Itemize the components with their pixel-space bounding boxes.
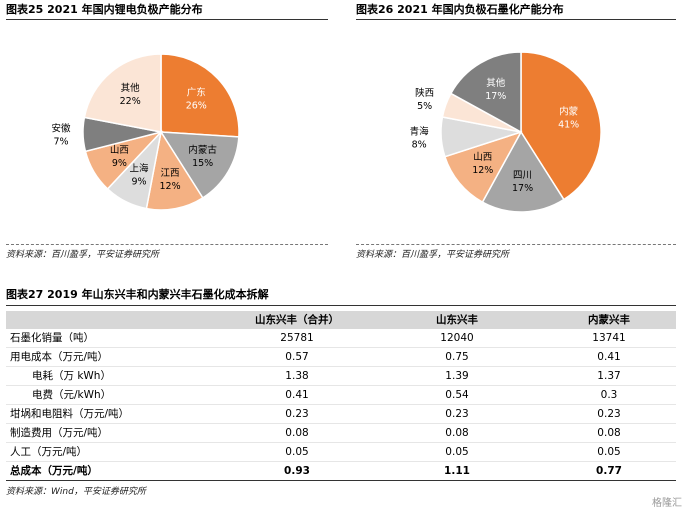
row-label: 石墨化销量（吨） bbox=[10, 332, 94, 344]
table-row: 制造费用（万元/吨） 0.08 0.08 0.08 bbox=[6, 424, 676, 443]
table-cell: 0.57 bbox=[285, 351, 309, 363]
right-pie-slice-5 bbox=[449, 51, 522, 134]
chart-right-source-rule bbox=[356, 244, 676, 245]
table-cell: 0.23 bbox=[597, 408, 621, 420]
table-cell: 0.77 bbox=[596, 465, 622, 477]
left-pie-slice-5-value: 7% bbox=[54, 136, 69, 147]
table-row: 人工（万元/吨） 0.05 0.05 0.05 bbox=[6, 443, 676, 462]
right-pie-slice-2-label: 山西 bbox=[473, 152, 492, 163]
table-title: 图表27 2019 年山东兴丰和内蒙兴丰石墨化成本拆解 bbox=[6, 288, 269, 301]
table-row-total: 总成本（万元/吨） 0.93 1.11 0.77 bbox=[6, 462, 676, 481]
watermark: 格隆汇 bbox=[652, 498, 682, 509]
chart-left-title-rule bbox=[6, 19, 328, 20]
table-cell: 0.08 bbox=[445, 427, 469, 439]
table-cell: 0.08 bbox=[597, 427, 621, 439]
table-header-cell: 内蒙兴丰 bbox=[588, 314, 630, 326]
chart-left-title: 图表25 2021 年国内锂电负极产能分布 bbox=[6, 3, 203, 16]
table-cell: 0.05 bbox=[445, 446, 469, 458]
chart-left-source: 资料来源：百川盈孚，平安证券研究所 bbox=[6, 250, 160, 260]
left-pie-slice-0-value: 26% bbox=[186, 100, 207, 111]
right-pie-slice-1-value: 17% bbox=[512, 183, 533, 194]
right-pie-slice-4-value: 5% bbox=[417, 101, 432, 112]
table-header-cell: 山东兴丰（合并） bbox=[255, 314, 339, 326]
left-pie-slice-6-value: 22% bbox=[120, 96, 141, 107]
left-pie-slice-3-label: 上海 bbox=[130, 163, 150, 175]
row-label: 电费（元/kWh） bbox=[32, 389, 112, 401]
table-title-rule bbox=[6, 305, 676, 306]
table-row: 电耗（万 kWh） 1.38 1.39 1.37 bbox=[6, 367, 676, 386]
chart-right-title: 图表26 2021 年国内负极石墨化产能分布 bbox=[356, 3, 564, 16]
left-pie-slice-1-label: 内蒙古 bbox=[188, 144, 217, 156]
left-pie-slice-1-value: 15% bbox=[192, 158, 213, 169]
row-label: 制造费用（万元/吨） bbox=[10, 427, 109, 439]
right-pie-slice-3-value: 8% bbox=[412, 140, 427, 151]
left-pie-slice-4-label: 山西 bbox=[110, 145, 129, 156]
table-row: 电费（元/kWh） 0.41 0.54 0.3 bbox=[6, 386, 676, 405]
right-pie-slice-1-label: 四川 bbox=[513, 170, 532, 181]
left-pie-slice-6 bbox=[83, 53, 162, 133]
table-cell: 1.39 bbox=[445, 370, 469, 382]
chart-left-source-rule bbox=[6, 244, 328, 245]
left-pie-slice-1 bbox=[159, 131, 240, 199]
table-row: 石墨化销量（吨） 25781 12040 13741 bbox=[6, 329, 676, 348]
table-cell: 0.75 bbox=[445, 351, 469, 363]
table-row: 用电成本（万元/吨） 0.57 0.75 0.41 bbox=[6, 348, 676, 367]
table-cell: 0.05 bbox=[597, 446, 621, 458]
table-cell: 13741 bbox=[592, 332, 626, 344]
table-cell: 1.37 bbox=[597, 370, 621, 382]
left-pie-slice-5-label: 安徽 bbox=[52, 122, 72, 134]
right-pie-slice-3-label: 青海 bbox=[410, 126, 430, 138]
row-label: 用电成本（万元/吨） bbox=[10, 351, 109, 363]
row-label: 电耗（万 kWh） bbox=[32, 370, 111, 382]
chart-right-source: 资料来源：百川盈孚，平安证券研究所 bbox=[356, 250, 510, 260]
table-cell: 0.93 bbox=[284, 465, 310, 477]
left-pie-slice-2-value: 12% bbox=[159, 181, 180, 192]
table-cell: 0.54 bbox=[445, 389, 469, 401]
right-pie-slice-2 bbox=[443, 130, 523, 204]
right-pie-slice-1 bbox=[481, 130, 565, 213]
right-pie-slice-0-value: 41% bbox=[558, 120, 579, 131]
table-cell: 0.41 bbox=[597, 351, 621, 363]
left-pie-slice-6-label: 其他 bbox=[121, 82, 141, 94]
left-pie-slice-2-label: 江西 bbox=[161, 168, 180, 179]
table-header-cell bbox=[6, 311, 222, 329]
row-label: 坩埚和电阻料（万元/吨） bbox=[10, 408, 130, 420]
row-label: 人工（万元/吨） bbox=[10, 446, 88, 458]
table-cell: 12040 bbox=[440, 332, 474, 344]
right-pie-slice-0-label: 内蒙 bbox=[559, 106, 578, 118]
table-cell: 1.38 bbox=[285, 370, 309, 382]
left-pie-slice-0 bbox=[160, 53, 240, 138]
chart-right-title-rule bbox=[356, 19, 676, 20]
table-cell: 0.41 bbox=[285, 389, 309, 401]
table-cell: 1.11 bbox=[444, 465, 470, 477]
table-cell: 0.08 bbox=[285, 427, 309, 439]
right-pie-slice-5-value: 17% bbox=[485, 91, 506, 102]
table-row: 坩埚和电阻料（万元/吨） 0.23 0.23 0.23 bbox=[6, 405, 676, 424]
right-pie-slice-2-value: 12% bbox=[472, 165, 493, 176]
table-cell: 25781 bbox=[280, 332, 314, 344]
table-source: 资料来源：Wind，平安证券研究所 bbox=[6, 487, 146, 497]
chart-right-pie: 内蒙 41% 四川 17% 山西 12% 青海 8% 陕西 5% 其他 17% bbox=[410, 51, 602, 213]
table-cell: 0.05 bbox=[285, 446, 309, 458]
table-header-row: 山东兴丰（合并） 山东兴丰 内蒙兴丰 bbox=[6, 311, 676, 329]
right-pie-slice-4-label: 陕西 bbox=[415, 87, 434, 99]
row-label: 总成本（万元/吨） bbox=[10, 465, 98, 477]
table-header-cell: 山东兴丰 bbox=[436, 314, 478, 326]
table-cell: 0.23 bbox=[285, 408, 309, 420]
right-pie-slice-5-label: 其他 bbox=[486, 77, 506, 89]
table-cell: 0.3 bbox=[600, 389, 618, 401]
left-pie-slice-3-value: 9% bbox=[132, 177, 147, 188]
left-pie-slice-0-label: 广东 bbox=[187, 86, 206, 98]
cost-table: 山东兴丰（合并） 山东兴丰 内蒙兴丰 石墨化销量（吨） 25781 12040 … bbox=[6, 311, 676, 481]
table-cell: 0.23 bbox=[445, 408, 469, 420]
left-pie-slice-4-value: 9% bbox=[112, 158, 127, 169]
